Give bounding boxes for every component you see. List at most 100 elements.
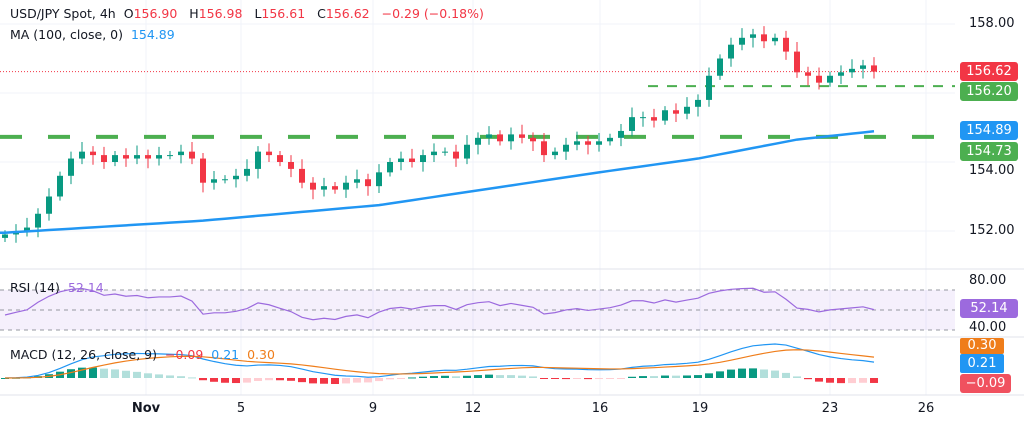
candle-body bbox=[475, 137, 481, 145]
macd-histogram-bar bbox=[804, 378, 812, 380]
candle-body bbox=[453, 151, 459, 159]
candle-body bbox=[783, 37, 789, 52]
candle-body bbox=[222, 179, 228, 181]
candle-body bbox=[838, 72, 844, 76]
macd-histogram-bar bbox=[78, 367, 86, 378]
candle-body bbox=[299, 168, 305, 183]
candle-body bbox=[24, 227, 30, 231]
macd-histogram-bar bbox=[584, 378, 592, 380]
macd-legend[interactable]: MACD (12, 26, close, 9) −0.09 0.21 0.30 bbox=[10, 347, 275, 362]
candle-body bbox=[244, 168, 250, 176]
macd-histogram-bar bbox=[144, 373, 152, 378]
macd-histogram-bar bbox=[133, 371, 141, 378]
open-value: 156.90 bbox=[133, 6, 178, 21]
candle-body bbox=[574, 141, 580, 145]
candle-body bbox=[464, 144, 470, 159]
macd-histogram-bar bbox=[837, 378, 845, 384]
candle-body bbox=[255, 151, 261, 169]
candle-body bbox=[167, 155, 173, 157]
macd-histogram-bar bbox=[386, 378, 394, 380]
last-price-badge: 156.62 bbox=[960, 62, 1018, 81]
candle-body bbox=[640, 117, 646, 119]
candle-body bbox=[816, 75, 822, 83]
candle-body bbox=[442, 151, 448, 153]
candle-body bbox=[695, 99, 701, 107]
candle-body bbox=[761, 34, 767, 42]
candle-body bbox=[321, 186, 327, 190]
change-value: −0.29 (−0.18%) bbox=[381, 6, 484, 21]
candle-body bbox=[563, 144, 569, 152]
macd-histogram-bar bbox=[221, 378, 229, 383]
macd-histogram-bar bbox=[672, 375, 680, 378]
macd-histogram-bar bbox=[606, 378, 614, 379]
candle-body bbox=[266, 151, 272, 156]
macd-histogram-bar bbox=[595, 378, 603, 380]
candle-body bbox=[541, 141, 547, 156]
macd-histogram-bar bbox=[573, 378, 581, 379]
candle-body bbox=[101, 155, 107, 162]
time-tick: 26 bbox=[917, 401, 935, 416]
macd-signal-line bbox=[4, 349, 875, 379]
candle-body bbox=[2, 234, 8, 238]
macd-histogram-bar bbox=[287, 378, 295, 381]
candle-body bbox=[90, 151, 96, 156]
macd-histogram-bar bbox=[507, 375, 515, 378]
candle-body bbox=[57, 175, 63, 197]
price-tick: 152.00 bbox=[969, 223, 1015, 238]
macd-histogram-bar bbox=[298, 378, 306, 383]
rsi-badge: 52.14 bbox=[960, 299, 1018, 318]
rsi-legend[interactable]: RSI (14) 52.14 bbox=[10, 280, 104, 295]
candle-body bbox=[552, 151, 558, 156]
candle-body bbox=[409, 158, 415, 162]
macd-histogram-bar bbox=[529, 376, 537, 378]
macd-histogram-bar bbox=[870, 378, 878, 383]
macd-histogram-bar bbox=[793, 376, 801, 378]
symbol-title[interactable]: USD/JPY Spot, 4h bbox=[10, 6, 116, 21]
time-tick: 23 bbox=[821, 401, 839, 416]
candle-body bbox=[233, 175, 239, 180]
high-value: 156.98 bbox=[198, 6, 243, 21]
macd-histogram-bar bbox=[452, 376, 460, 378]
macd-histogram-bar bbox=[694, 375, 702, 378]
macd-histogram-bar bbox=[353, 378, 361, 383]
macd-histogram-bar bbox=[419, 376, 427, 378]
candle-body bbox=[618, 130, 624, 138]
candle-body bbox=[123, 155, 129, 159]
macd-histogram-bar bbox=[397, 378, 405, 379]
candle-body bbox=[156, 155, 162, 159]
macd-histogram-bar bbox=[276, 378, 284, 381]
rsi-tick: 80.00 bbox=[969, 273, 1007, 288]
macd-histogram-bar bbox=[716, 371, 724, 378]
macd-histogram-bar bbox=[265, 378, 273, 381]
candle-body bbox=[79, 151, 85, 159]
macd-histogram-bar bbox=[485, 374, 493, 378]
candle-body bbox=[431, 151, 437, 156]
ma-legend[interactable]: MA (100, close, 0) 154.89 bbox=[10, 27, 175, 42]
candle-body bbox=[717, 58, 723, 76]
candle-body bbox=[46, 196, 52, 214]
macd-histogram-bar bbox=[111, 369, 119, 378]
macd-histogram-bar bbox=[617, 378, 625, 379]
macd-histogram-bar bbox=[408, 377, 416, 379]
macd-histogram-bar bbox=[441, 375, 449, 378]
macd-line-badge: 0.21 bbox=[960, 354, 1004, 373]
macd-histogram-bar bbox=[122, 370, 130, 378]
symbol-legend: USD/JPY Spot, 4h O156.90 H156.98 L156.61… bbox=[10, 6, 484, 21]
candle-body bbox=[728, 44, 734, 59]
macd-histogram-bar bbox=[727, 369, 735, 378]
price-tick: 158.00 bbox=[969, 16, 1015, 31]
macd-histogram-bar bbox=[188, 377, 196, 379]
candle-body bbox=[662, 110, 668, 121]
candle-body bbox=[849, 68, 855, 73]
candle-body bbox=[365, 179, 371, 187]
candle-body bbox=[651, 117, 657, 121]
time-tick: 5 bbox=[236, 401, 246, 416]
macd-histogram-bar bbox=[628, 376, 636, 378]
candle-body bbox=[343, 182, 349, 190]
macd-signal-value: 0.30 bbox=[247, 347, 275, 362]
candle-body bbox=[288, 162, 294, 169]
candle-body bbox=[596, 141, 602, 145]
candle-body bbox=[178, 151, 184, 156]
candle-body bbox=[145, 155, 151, 159]
